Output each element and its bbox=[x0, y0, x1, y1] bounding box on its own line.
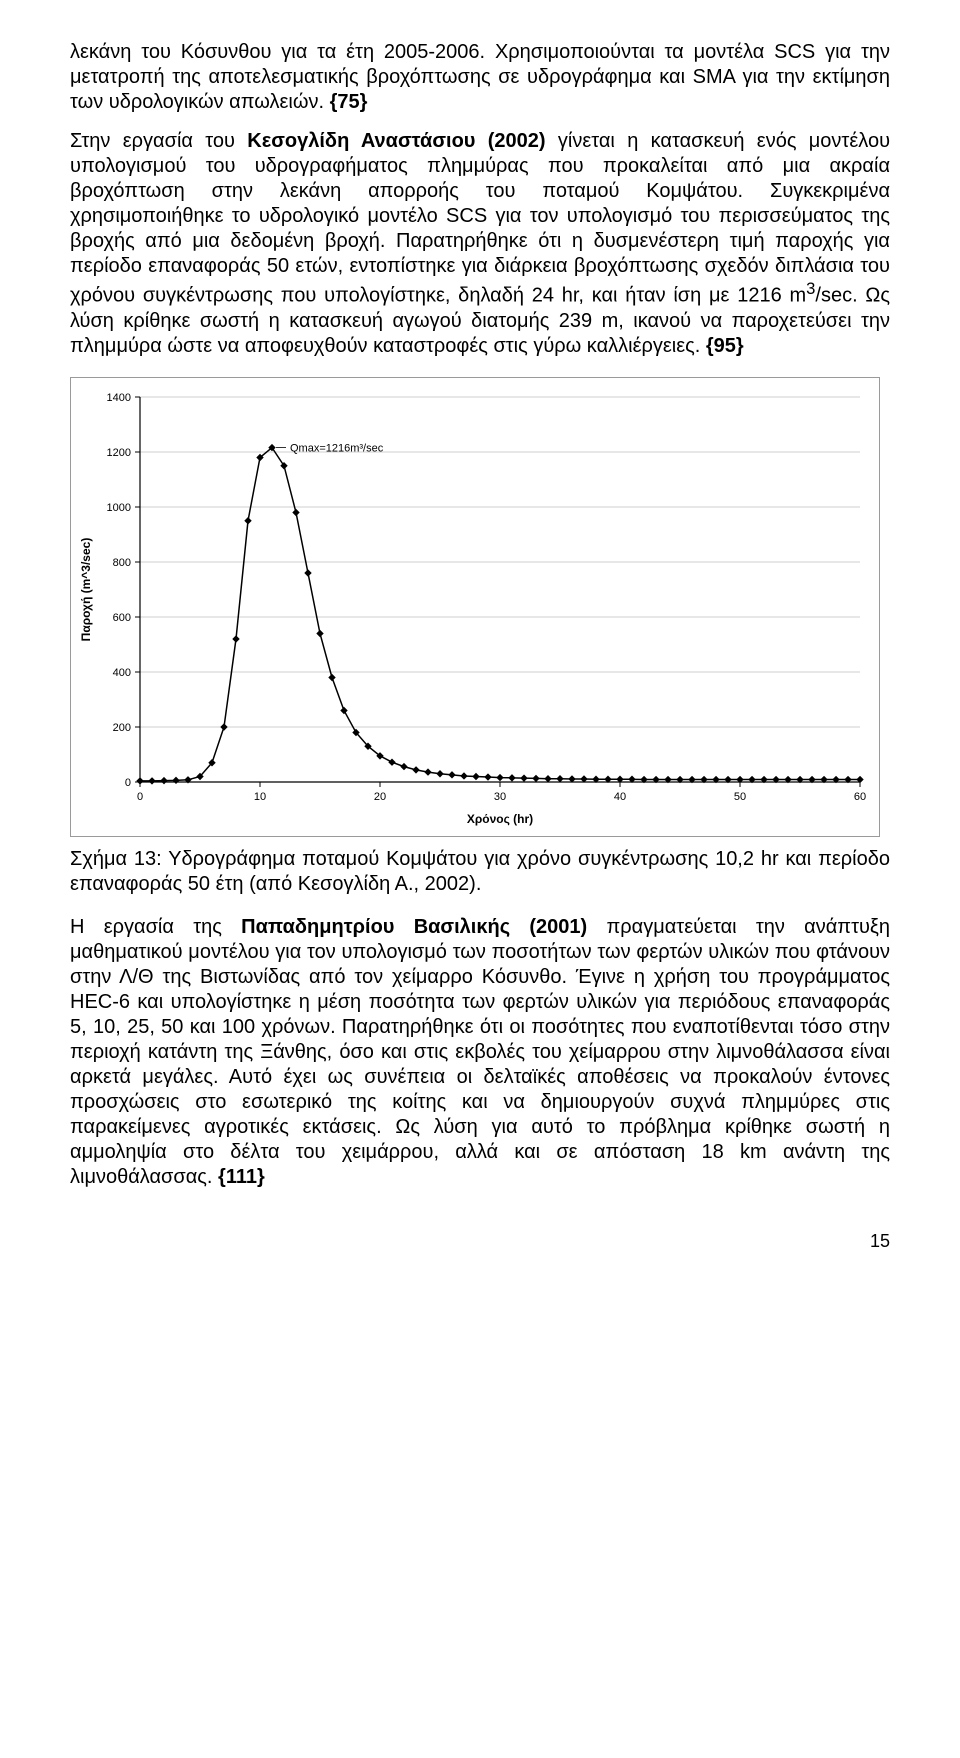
svg-text:800: 800 bbox=[113, 557, 131, 569]
page-number: 15 bbox=[70, 1230, 890, 1253]
paragraph-1: λεκάνη του Κόσυνθου για τα έτη 2005-2006… bbox=[70, 40, 890, 115]
svg-text:0: 0 bbox=[125, 777, 131, 789]
p1-brace: {75} bbox=[330, 91, 368, 113]
p3-bold: Παπαδημητρίου Βασιλικής (2001) bbox=[241, 916, 587, 938]
p2-mid: γίνεται η κατασκευή ενός μοντέλου υπολογ… bbox=[70, 130, 890, 307]
svg-text:10: 10 bbox=[254, 791, 266, 803]
paragraph-3: Η εργασία της Παπαδημητρίου Βασιλικής (2… bbox=[70, 915, 890, 1190]
p2-brace: {95} bbox=[706, 335, 744, 357]
p3-brace: {111} bbox=[218, 1166, 265, 1188]
svg-text:Παροχή (m^3/sec): Παροχή (m^3/sec) bbox=[79, 537, 93, 641]
p2-sup: 3 bbox=[806, 279, 815, 298]
figure-13-caption: Σχήμα 13: Υδρογράφημα ποταμού Κομψάτου γ… bbox=[70, 847, 890, 897]
p2-bold: Κεσογλίδη Αναστάσιου (2002) bbox=[247, 130, 545, 152]
p3-pre: Η εργασία της bbox=[70, 916, 241, 938]
figure-13: 01020304050600200400600800100012001400Χρ… bbox=[70, 377, 890, 837]
svg-text:400: 400 bbox=[113, 667, 131, 679]
svg-text:200: 200 bbox=[113, 722, 131, 734]
svg-text:1400: 1400 bbox=[107, 392, 131, 404]
svg-text:30: 30 bbox=[494, 791, 506, 803]
svg-text:1000: 1000 bbox=[107, 502, 131, 514]
svg-text:20: 20 bbox=[374, 791, 386, 803]
svg-text:50: 50 bbox=[734, 791, 746, 803]
p1-text: λεκάνη του Κόσυνθου για τα έτη 2005-2006… bbox=[70, 41, 890, 113]
svg-text:40: 40 bbox=[614, 791, 626, 803]
p3-mid: πραγματεύεται την ανάπτυξη μαθηματικού μ… bbox=[70, 916, 890, 1188]
p2-pre: Στην εργασία του bbox=[70, 130, 247, 152]
svg-text:0: 0 bbox=[137, 791, 143, 803]
svg-text:600: 600 bbox=[113, 612, 131, 624]
hydrograph-chart: 01020304050600200400600800100012001400Χρ… bbox=[70, 377, 880, 837]
svg-text:1200: 1200 bbox=[107, 447, 131, 459]
svg-text:60: 60 bbox=[854, 791, 866, 803]
svg-text:Χρόνος (hr): Χρόνος (hr) bbox=[467, 812, 533, 826]
svg-text:Qmax=1216m³/sec: Qmax=1216m³/sec bbox=[290, 442, 384, 454]
paragraph-2: Στην εργασία του Κεσογλίδη Αναστάσιου (2… bbox=[70, 129, 890, 359]
